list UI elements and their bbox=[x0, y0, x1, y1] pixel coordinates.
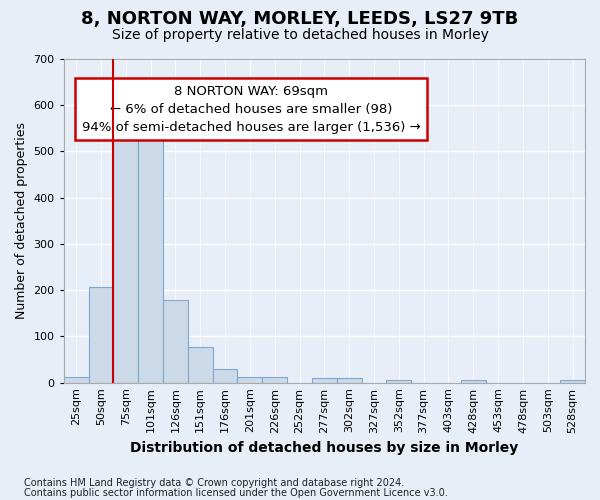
Bar bbox=[560, 380, 585, 382]
Bar bbox=[212, 369, 238, 382]
Bar bbox=[312, 378, 337, 382]
Bar bbox=[89, 287, 113, 382]
Bar bbox=[461, 380, 486, 382]
Bar bbox=[238, 376, 262, 382]
Bar bbox=[113, 127, 138, 382]
Bar bbox=[188, 346, 212, 382]
Text: Size of property relative to detached houses in Morley: Size of property relative to detached ho… bbox=[112, 28, 488, 42]
Text: 8 NORTON WAY: 69sqm
← 6% of detached houses are smaller (98)
94% of semi-detache: 8 NORTON WAY: 69sqm ← 6% of detached hou… bbox=[82, 85, 421, 134]
Bar bbox=[64, 376, 89, 382]
Text: Contains public sector information licensed under the Open Government Licence v3: Contains public sector information licen… bbox=[24, 488, 448, 498]
Text: Contains HM Land Registry data © Crown copyright and database right 2024.: Contains HM Land Registry data © Crown c… bbox=[24, 478, 404, 488]
Bar bbox=[163, 300, 188, 382]
Bar bbox=[337, 378, 362, 382]
Bar bbox=[262, 377, 287, 382]
Text: 8, NORTON WAY, MORLEY, LEEDS, LS27 9TB: 8, NORTON WAY, MORLEY, LEEDS, LS27 9TB bbox=[82, 10, 518, 28]
Y-axis label: Number of detached properties: Number of detached properties bbox=[15, 122, 28, 320]
Bar bbox=[138, 127, 163, 382]
X-axis label: Distribution of detached houses by size in Morley: Distribution of detached houses by size … bbox=[130, 441, 518, 455]
Bar bbox=[386, 380, 411, 382]
